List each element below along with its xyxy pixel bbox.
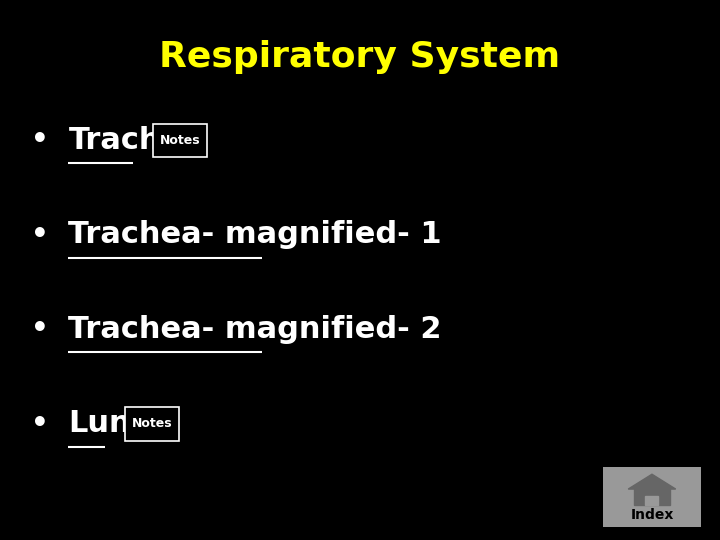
Text: Trachea- magnified- 2: Trachea- magnified- 2 (68, 315, 442, 344)
FancyBboxPatch shape (125, 407, 179, 441)
FancyBboxPatch shape (153, 124, 207, 157)
FancyBboxPatch shape (634, 489, 670, 504)
Text: Notes: Notes (160, 134, 200, 147)
Polygon shape (628, 474, 676, 489)
Text: •: • (31, 221, 48, 249)
Text: Lung: Lung (68, 409, 153, 438)
Text: Trachea: Trachea (68, 126, 202, 155)
FancyBboxPatch shape (603, 467, 701, 526)
Text: Notes: Notes (132, 417, 173, 430)
Text: •: • (31, 126, 48, 154)
Text: Trachea- magnified- 1: Trachea- magnified- 1 (68, 220, 442, 249)
Text: Index: Index (630, 508, 674, 522)
FancyBboxPatch shape (646, 496, 658, 504)
Text: •: • (31, 315, 48, 343)
Text: •: • (31, 410, 48, 438)
Text: Respiratory System: Respiratory System (159, 40, 561, 73)
